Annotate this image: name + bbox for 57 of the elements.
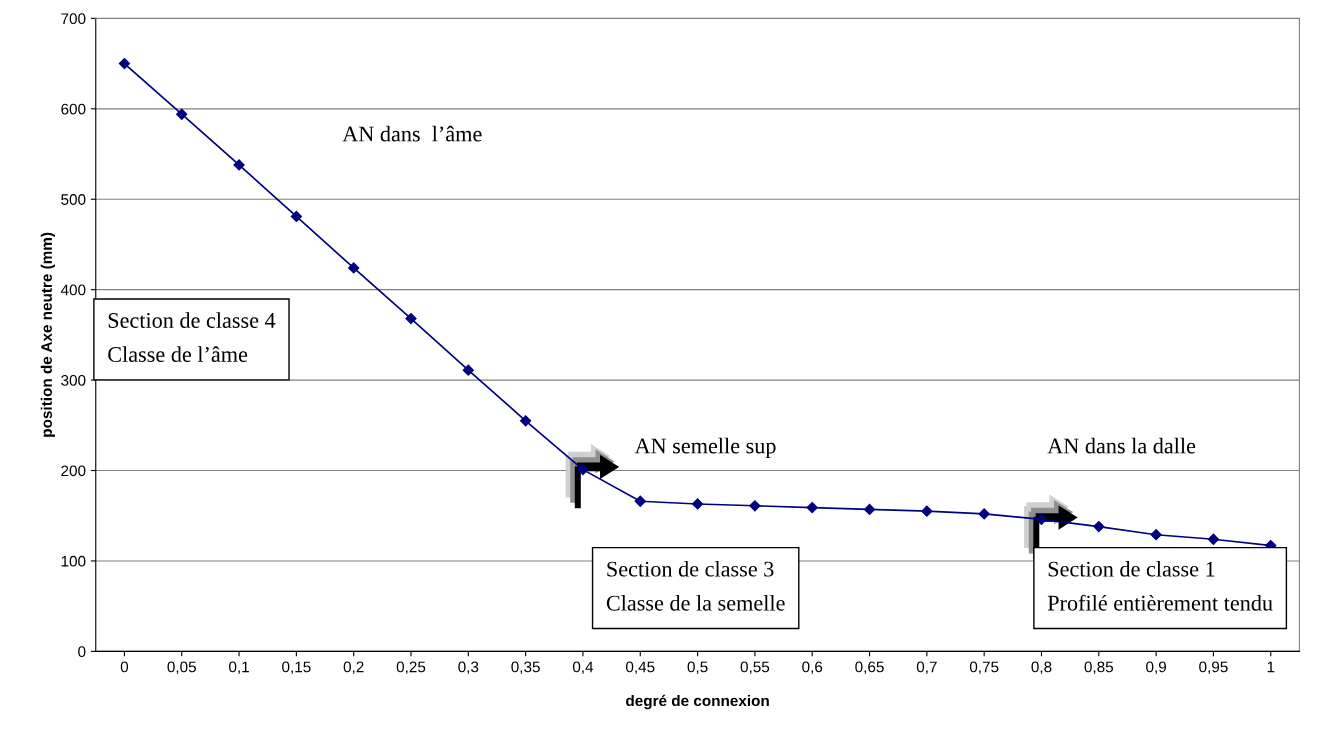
x-tick-label: 0,7 xyxy=(916,661,937,675)
y-tick-label: 0 xyxy=(78,646,86,658)
point xyxy=(978,508,990,520)
x-tick-label: 0,05 xyxy=(167,661,196,675)
x-tick-label: 0,45 xyxy=(626,661,655,675)
x-tick-label: 0,5 xyxy=(687,661,708,675)
point xyxy=(1150,529,1162,541)
point xyxy=(634,495,646,507)
annotation: Section de classe 1 Profilé entièrement tendu xyxy=(1047,560,1273,611)
x-tick-label: 1 xyxy=(1267,661,1275,673)
annotation: AN semelle sup xyxy=(634,437,776,458)
point xyxy=(1035,513,1048,525)
point xyxy=(806,501,818,514)
x-tick-label: 0,3 xyxy=(458,661,479,675)
x-tick-label: 0,9 xyxy=(1146,661,1167,675)
x-tick-label: 0,95 xyxy=(1199,661,1228,675)
x-tick-label: 0,55 xyxy=(740,661,770,675)
x-tick-label: 0,8 xyxy=(1031,661,1052,675)
point xyxy=(691,498,704,510)
y-tick-label: 500 xyxy=(61,194,86,205)
point xyxy=(348,262,360,274)
annotation: Section de classe 4 Classe de l’âme xyxy=(108,312,276,362)
annotation: AN dans la dalle xyxy=(1047,437,1196,454)
y-tick-label: 400 xyxy=(60,284,86,296)
x-axis-title: degré de connexion xyxy=(626,694,769,710)
y-tick-label: 100 xyxy=(61,555,86,567)
point xyxy=(921,505,933,517)
x-tick-label: 0,15 xyxy=(282,661,311,675)
point xyxy=(405,312,417,325)
point xyxy=(577,464,589,476)
x-tick-label: 0,25 xyxy=(396,661,426,675)
x-tick-label: 0,2 xyxy=(343,661,364,675)
x-tick-label: 0,85 xyxy=(1084,661,1114,675)
point xyxy=(520,415,532,427)
y-tick-label: 300 xyxy=(61,374,86,386)
y-tick-label: 700 xyxy=(61,13,86,25)
point xyxy=(176,108,188,120)
x-tick-label: 0,1 xyxy=(229,661,249,675)
x-tick-label: 0,35 xyxy=(511,661,540,675)
y-axis-title: position de Axe neutre (mm) xyxy=(40,232,55,437)
x-tick-label: 0,65 xyxy=(855,661,884,675)
point xyxy=(1207,533,1220,545)
x-tick-label: 0 xyxy=(120,661,129,673)
point xyxy=(749,500,761,512)
y-tick-label: 200 xyxy=(61,465,86,477)
annotation: AN dans l’âme xyxy=(342,125,482,142)
point xyxy=(863,503,876,516)
point xyxy=(290,210,302,223)
x-tick-label: 0,75 xyxy=(969,661,999,675)
y-tick-label: 600 xyxy=(61,103,86,115)
point xyxy=(233,159,245,171)
x-tick-label: 0,4 xyxy=(572,661,594,675)
point xyxy=(1093,520,1105,533)
x-tick-label: 0,6 xyxy=(802,661,823,675)
point xyxy=(462,364,474,376)
annotation: Section de classe 3 Classe de la semelle xyxy=(606,560,785,611)
point xyxy=(118,58,131,70)
